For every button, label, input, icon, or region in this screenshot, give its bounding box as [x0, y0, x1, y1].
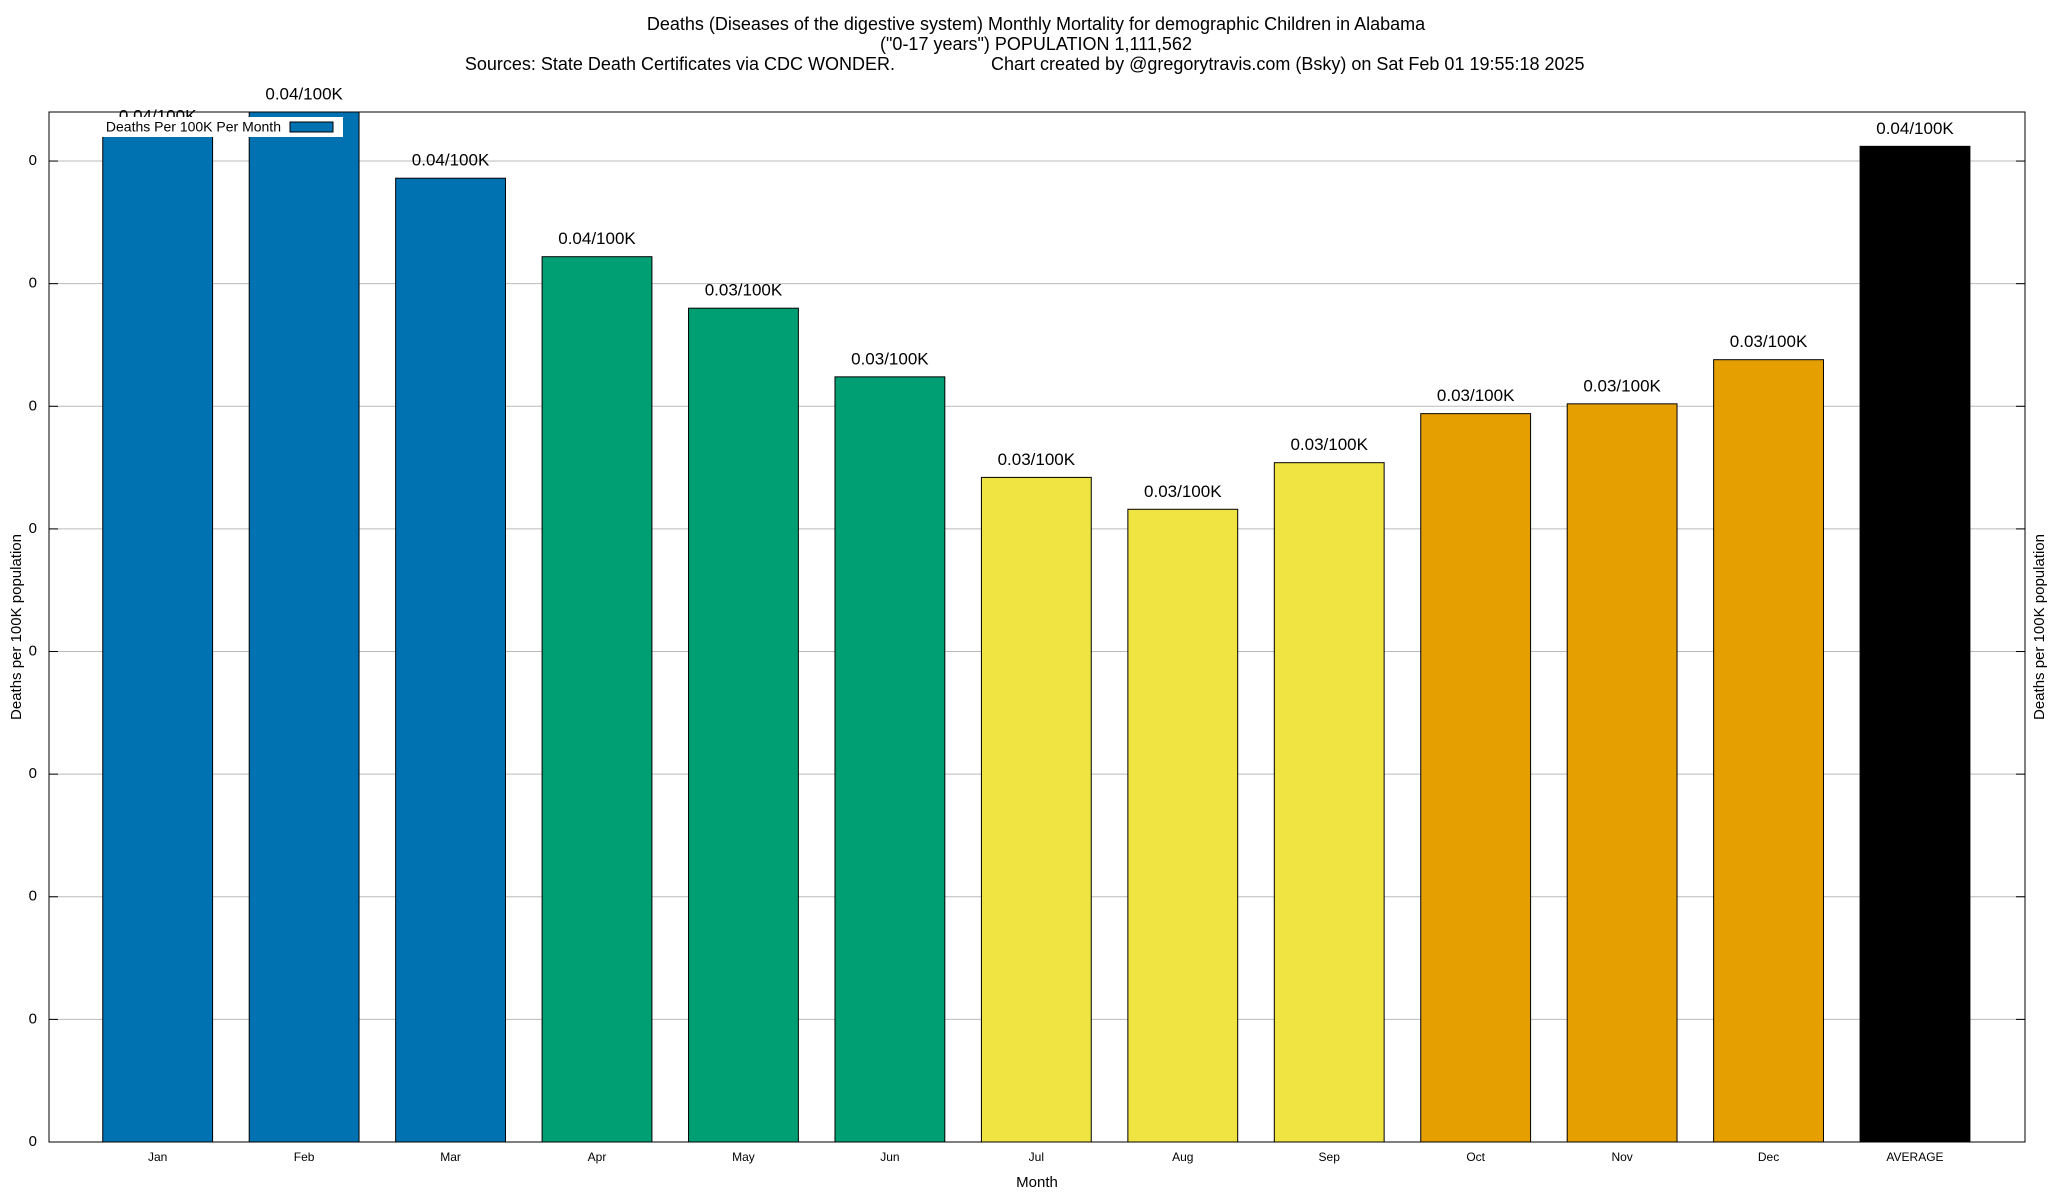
bar	[980, 476, 1092, 1143]
bar	[1713, 359, 1824, 1143]
y-tick-label: 0	[29, 888, 37, 905]
value-label: 0.03/100K	[705, 281, 783, 300]
bar	[1127, 508, 1239, 1143]
bar	[834, 376, 946, 1143]
y-tick-label: 0	[29, 642, 37, 659]
value-label: 0.03/100K	[1290, 435, 1368, 454]
value-label: 0.03/100K	[998, 450, 1076, 469]
x-tick-label: Aug	[1172, 1150, 1193, 1164]
y-tick-label: 0	[29, 397, 37, 414]
value-label: 0.03/100K	[1437, 386, 1515, 405]
y-axis-label: Deaths per 100K population	[8, 534, 25, 720]
bar	[541, 256, 653, 1143]
bar	[1566, 403, 1678, 1143]
bar	[1859, 145, 1971, 1143]
chart-title: Deaths (Diseases of the digestive system…	[647, 14, 1426, 34]
x-tick-label: Jan	[148, 1150, 167, 1164]
x-tick-label: Mar	[440, 1150, 461, 1164]
bar	[1273, 462, 1385, 1143]
y-tick-label: 0	[29, 520, 37, 537]
value-label: 0.04/100K	[265, 84, 343, 103]
bar	[248, 111, 360, 1143]
x-tick-label: Nov	[1611, 1150, 1632, 1164]
x-tick-label: Oct	[1466, 1150, 1485, 1164]
value-label: 0.03/100K	[1583, 376, 1661, 395]
chart-subtitle: ("0-17 years") POPULATION 1,111,562	[880, 34, 1192, 54]
y-tick-label: 0	[29, 1010, 37, 1027]
credit: Chart created by @gregorytravis.com (Bsk…	[991, 54, 1585, 74]
x-tick-label: AVERAGE	[1886, 1150, 1943, 1164]
value-label: 0.04/100K	[1876, 119, 1954, 138]
y-tick-label: 0	[29, 275, 37, 292]
bar	[1420, 413, 1532, 1143]
x-axis-label: Month	[1016, 1174, 1058, 1191]
value-label: 0.04/100K	[558, 229, 636, 248]
value-label: 0.03/100K	[1730, 332, 1808, 351]
x-tick-label: Feb	[294, 1150, 315, 1164]
x-tick-label: Dec	[1758, 1150, 1779, 1164]
y-tick-label: 0	[29, 765, 37, 782]
bar	[102, 133, 214, 1143]
sources: Sources: State Death Certificates via CD…	[465, 54, 895, 74]
x-tick-label: Sep	[1319, 1150, 1341, 1164]
legend-label: Deaths Per 100K Per Month	[106, 119, 281, 135]
legend-box	[75, 117, 343, 137]
x-tick-label: Jun	[880, 1150, 899, 1164]
bar	[395, 177, 506, 1143]
x-tick-label: May	[732, 1150, 755, 1164]
legend-swatch	[289, 121, 334, 133]
value-label: 0.03/100K	[1144, 482, 1222, 501]
y-tick-label: 0	[29, 1133, 37, 1150]
value-label: 0.04/100K	[412, 151, 490, 170]
y-tick-label: 0	[29, 152, 37, 169]
x-tick-label: Apr	[588, 1150, 607, 1164]
bar	[688, 307, 799, 1143]
x-tick-label: Jul	[1029, 1150, 1044, 1164]
y-axis-label-right: Deaths per 100K population	[2031, 534, 2048, 720]
value-label: 0.03/100K	[851, 349, 929, 368]
